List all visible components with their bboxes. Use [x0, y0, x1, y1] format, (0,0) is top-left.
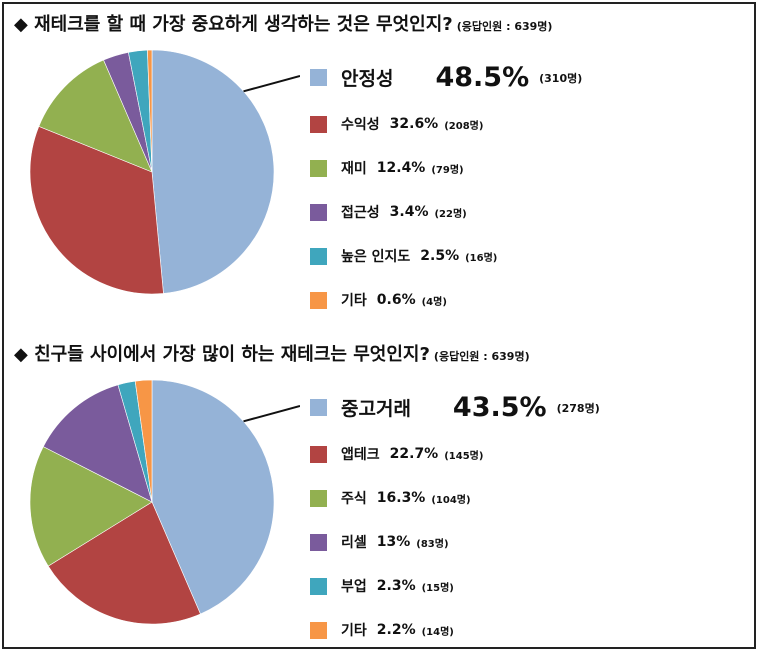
- legend-1-swatch-1: [310, 69, 327, 86]
- legend-2-swatch-1: [310, 399, 327, 416]
- legend-1-count-6: (4명): [421, 296, 447, 308]
- pie-2-slice-4: [42, 384, 153, 503]
- legend-2-label-2: 앱테크: [341, 447, 380, 463]
- legend-1-percent-6: 0.6%: [376, 292, 416, 308]
- legend-2-count-1: (278명): [556, 401, 600, 415]
- chart-2-title: ◆ 친구들 사이에서 가장 많이 하는 재테크는 무엇인지?: [14, 344, 430, 365]
- legend-2-count-5: (15명): [421, 582, 454, 594]
- legend-1-percent-3: 12.4%: [376, 160, 426, 176]
- legend-2-swatch-2: [310, 445, 327, 463]
- chart-2-title-line: ◆ 친구들 사이에서 가장 많이 하는 재테크는 무엇인지? (응답인원 : 63…: [14, 340, 530, 366]
- pie-1-slice-1: [151, 49, 275, 294]
- pie-1-slice-6: [147, 49, 153, 173]
- legend-1-label-6: 기타: [341, 293, 367, 309]
- legend-1-count-2: (208명): [444, 120, 484, 132]
- legend-2-label-6: 기타: [341, 623, 367, 639]
- legend-1-item-2: 수익성 32.6% (208명): [310, 114, 483, 134]
- pie-2-slice-2: [47, 501, 201, 625]
- legend-2-percent-1: 43.5%: [452, 392, 547, 423]
- legend-1-label-2: 수익성: [341, 117, 380, 133]
- pie-2-slice-6: [134, 379, 153, 503]
- legend-1-swatch-6: [310, 291, 327, 309]
- legend-2-count-6: (14명): [421, 626, 454, 638]
- legend-2-count-3: (104명): [431, 494, 471, 506]
- legend-1-percent-2: 32.6%: [389, 116, 439, 132]
- legend-2-swatch-6: [310, 621, 327, 639]
- legend-2-percent-2: 22.7%: [389, 446, 439, 462]
- pie-chart-1: [29, 49, 300, 295]
- legend-2-label-5: 부업: [341, 579, 367, 595]
- legend-1-percent-4: 3.4%: [389, 204, 429, 220]
- legend-1-item-6: 기타 0.6% (4명): [310, 290, 447, 310]
- legend-2-percent-6: 2.2%: [376, 622, 416, 638]
- legend-2-swatch-3: [310, 489, 327, 507]
- legend-2-percent-4: 13%: [376, 534, 411, 550]
- chart-1-title-line: ◆ 재테크를 할 때 가장 중요하게 생각하는 것은 무엇인지? (응답인원 : …: [14, 10, 552, 36]
- legend-1-swatch-3: [310, 159, 327, 177]
- legend-1-label-1: 안정성: [341, 68, 394, 90]
- legend-1-count-3: (79명): [431, 164, 464, 176]
- legend-2-label-3: 주식: [341, 491, 367, 507]
- legend-1-swatch-4: [310, 203, 327, 221]
- legend-1-swatch-5: [310, 247, 327, 265]
- pie-2-slice-3: [29, 446, 153, 567]
- legend-2-count-2: (145명): [444, 450, 484, 462]
- legend-1-item-3: 재미 12.4% (79명): [310, 158, 464, 178]
- legend-2-percent-3: 16.3%: [376, 490, 426, 506]
- legend-2-swatch-4: [310, 533, 327, 551]
- pie-2-slice-1: [151, 379, 275, 615]
- legend-2-item-3: 주식 16.3% (104명): [310, 488, 471, 508]
- legend-1-label-4: 접근성: [341, 205, 380, 221]
- legend-1-percent-1: 48.5%: [435, 62, 530, 93]
- chart-2-subtitle: (응답인원 : 639명): [433, 350, 530, 363]
- legend-2-item-2: 앱테크 22.7% (145명): [310, 444, 483, 464]
- pie-chart-2: [29, 379, 300, 625]
- legend-1-label-3: 재미: [341, 161, 367, 177]
- pie-1-slice-2: [29, 125, 164, 295]
- chart-1-title: ◆ 재테크를 할 때 가장 중요하게 생각하는 것은 무엇인지?: [14, 14, 453, 35]
- legend-1-label-5: 높은 인지도: [341, 249, 411, 265]
- pie-2-leader-line: [243, 405, 300, 423]
- legend-1-percent-5: 2.5%: [420, 248, 460, 264]
- legend-2-item-4: 리셀 13% (83명): [310, 532, 449, 552]
- legend-1-item-1: 안정성 48.5% (310명): [310, 62, 582, 93]
- pie-1-slice-3: [38, 59, 153, 173]
- legend-2-percent-5: 2.3%: [376, 578, 416, 594]
- legend-2-item-6: 기타 2.2% (14명): [310, 620, 454, 640]
- legend-1-swatch-2: [310, 115, 327, 133]
- legend-2-count-4: (83명): [416, 538, 449, 550]
- legend-1-item-4: 접근성 3.4% (22명): [310, 202, 467, 222]
- legend-1-item-5: 높은 인지도 2.5% (16명): [310, 246, 497, 266]
- legend-2-item-5: 부업 2.3% (15명): [310, 576, 454, 596]
- legend-1-count-4: (22명): [434, 208, 467, 220]
- legend-2-label-1: 중고거래: [341, 398, 411, 420]
- pie-1-leader-line: [243, 75, 300, 93]
- chart-1-subtitle: (응답인원 : 639명): [456, 20, 553, 33]
- legend-2-label-4: 리셀: [341, 535, 367, 551]
- legend-1-count-5: (16명): [465, 252, 498, 264]
- legend-2-swatch-5: [310, 577, 327, 595]
- legend-2-item-1: 중고거래 43.5% (278명): [310, 392, 600, 423]
- legend-1-count-1: (310명): [539, 71, 583, 85]
